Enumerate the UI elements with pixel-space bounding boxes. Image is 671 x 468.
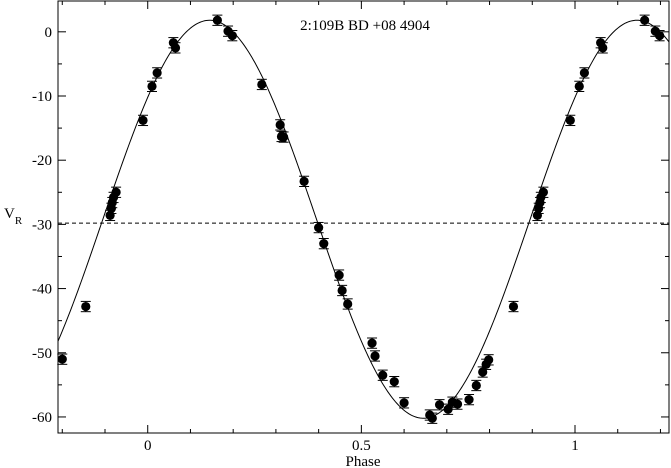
point-marker xyxy=(147,81,157,91)
data-point xyxy=(471,379,482,392)
data-point xyxy=(337,284,348,297)
y-axis-label-main: V xyxy=(4,206,15,222)
data-point xyxy=(367,337,378,349)
data-point xyxy=(57,353,68,365)
point-marker xyxy=(640,15,650,25)
data-point xyxy=(464,393,475,406)
point-marker xyxy=(275,120,285,130)
point-marker xyxy=(471,380,481,391)
point-marker xyxy=(598,43,608,53)
point-marker xyxy=(319,239,329,249)
point-marker xyxy=(279,132,289,142)
y-axis-label: VR xyxy=(4,206,23,227)
point-marker xyxy=(138,115,148,125)
y-tick-label: -10 xyxy=(32,89,52,105)
data-point xyxy=(427,412,438,424)
point-marker xyxy=(299,176,309,186)
data-point xyxy=(147,80,157,93)
data-point xyxy=(342,298,353,310)
data-point xyxy=(654,30,665,42)
data-point xyxy=(574,80,585,93)
data-point xyxy=(399,397,410,409)
point-marker xyxy=(579,68,590,78)
data-point xyxy=(452,398,463,410)
data-point xyxy=(389,376,400,388)
point-marker xyxy=(389,377,399,387)
data-point xyxy=(447,396,458,408)
x-tick-label: 0 xyxy=(144,438,152,454)
data-point xyxy=(138,114,149,127)
point-marker xyxy=(434,400,445,410)
data-point xyxy=(483,354,494,366)
data-point xyxy=(278,131,289,143)
y-tick-label: 0 xyxy=(45,25,53,41)
chart-title: 2:109B BD +08 4904 xyxy=(300,18,430,34)
point-marker xyxy=(343,299,353,309)
point-marker xyxy=(655,31,665,41)
data-point xyxy=(170,42,181,54)
data-point xyxy=(370,350,381,362)
data-point xyxy=(334,269,345,281)
point-marker xyxy=(378,370,388,380)
point-marker xyxy=(370,351,380,361)
data-point xyxy=(227,30,238,42)
point-marker xyxy=(111,187,121,197)
point-marker xyxy=(152,68,162,78)
point-marker xyxy=(212,15,222,25)
point-marker xyxy=(227,31,237,41)
data-point xyxy=(579,67,590,79)
x-tick-label: 1 xyxy=(571,438,579,454)
point-marker xyxy=(81,301,91,312)
point-marker xyxy=(399,398,409,408)
data-point xyxy=(152,67,163,79)
point-marker xyxy=(452,399,463,409)
point-marker xyxy=(334,270,344,280)
y-tick-label: -60 xyxy=(32,410,52,426)
data-point xyxy=(565,114,576,127)
data-point xyxy=(639,14,650,26)
point-marker xyxy=(565,115,575,125)
point-marker xyxy=(508,301,519,312)
data-point xyxy=(256,78,267,91)
y-tick-label: -20 xyxy=(32,153,52,169)
y-axis-label-sub: R xyxy=(15,215,23,227)
data-point xyxy=(318,238,329,250)
data-point xyxy=(111,186,122,198)
point-marker xyxy=(337,285,347,296)
data-point xyxy=(434,399,445,411)
fit-curve xyxy=(57,19,670,419)
plot-frame xyxy=(57,0,670,434)
data-point xyxy=(377,369,388,381)
point-marker xyxy=(367,338,377,348)
data-point xyxy=(538,186,549,198)
point-marker xyxy=(427,413,437,423)
point-marker xyxy=(484,355,494,365)
x-axis-label: Phase xyxy=(346,454,381,468)
data-point xyxy=(275,119,286,131)
point-marker xyxy=(538,187,548,197)
y-tick-label: -30 xyxy=(32,217,52,233)
point-marker xyxy=(314,222,324,233)
point-marker xyxy=(170,43,181,53)
data-point xyxy=(212,14,223,26)
point-marker xyxy=(57,354,67,364)
point-marker xyxy=(464,395,474,405)
y-tick-label: -50 xyxy=(32,346,52,362)
x-tick-label: 0.5 xyxy=(352,438,371,454)
data-point xyxy=(508,300,519,313)
data-point xyxy=(313,221,324,234)
data-point xyxy=(80,300,91,313)
y-tick-label: -40 xyxy=(32,282,52,298)
point-marker xyxy=(574,81,584,91)
data-point xyxy=(597,42,608,54)
point-marker xyxy=(257,79,267,90)
data-point xyxy=(299,175,310,188)
